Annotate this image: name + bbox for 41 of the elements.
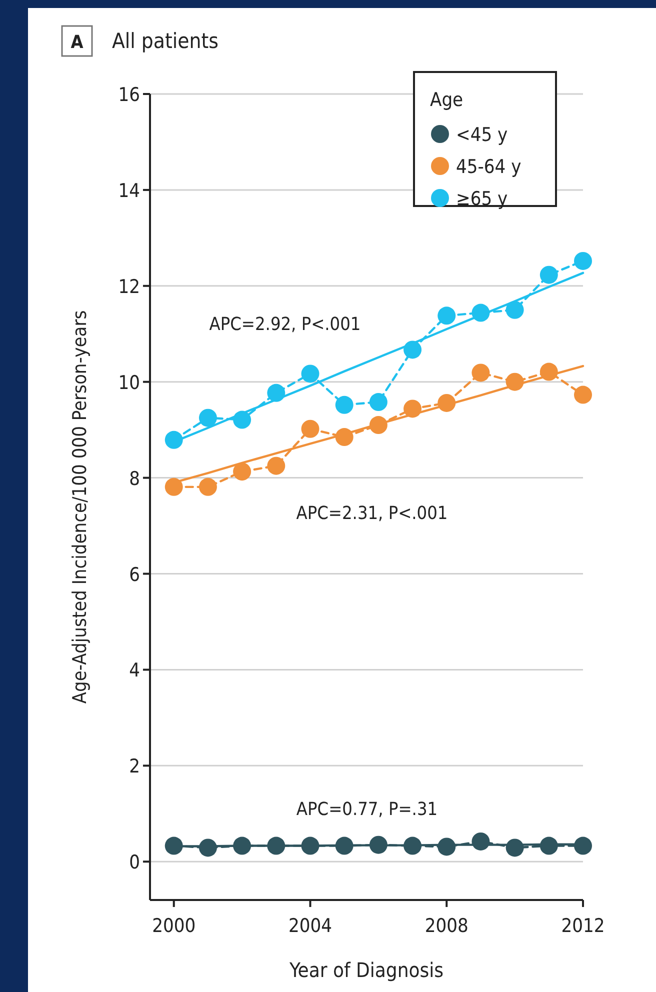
- point: [301, 420, 320, 438]
- y-tick-label: 8: [129, 468, 140, 490]
- annotation: APC=2.92, P<.001: [209, 314, 361, 335]
- point: [164, 836, 183, 855]
- x-tick-label: 2000: [152, 915, 196, 937]
- point: [301, 364, 320, 383]
- point: [540, 266, 558, 284]
- legend-title: Age: [430, 89, 464, 111]
- y-tick-label: 4: [129, 660, 140, 682]
- point: [438, 306, 456, 325]
- x-tick-label: 2004: [288, 915, 332, 937]
- y-tick-label: 2: [129, 756, 140, 778]
- annotation: APC=0.77, P=.31: [296, 799, 438, 820]
- point: [574, 836, 592, 855]
- y-tick-label: 16: [118, 84, 140, 106]
- legend-label: 45-64 y: [456, 156, 522, 178]
- point: [574, 252, 592, 270]
- y-axis-title: Age-Adjusted Incidence/100 000 Person-years: [69, 310, 91, 704]
- point: [198, 478, 217, 496]
- chart-title: All patients: [112, 29, 218, 53]
- x-tick-label: 2008: [424, 915, 468, 937]
- point: [267, 456, 286, 475]
- y-tick-label: 6: [129, 564, 140, 586]
- legend-label: <45 y: [456, 124, 508, 146]
- point: [472, 364, 490, 382]
- point: [164, 430, 183, 449]
- y-tick-label: 10: [118, 372, 140, 394]
- annotation: APC=2.31, P<.001: [296, 503, 448, 524]
- point: [198, 408, 217, 427]
- text: A: [70, 32, 84, 53]
- point: [506, 300, 524, 319]
- point: [164, 478, 183, 496]
- x-tick-label: 2012: [561, 915, 605, 937]
- y-tick-label: 12: [118, 276, 140, 298]
- point: [233, 462, 252, 481]
- point: [574, 386, 592, 404]
- x-axis-title: Year of Diagnosis: [288, 958, 444, 982]
- point: [335, 396, 354, 414]
- y-tick-label: 14: [118, 180, 140, 202]
- point: [369, 393, 388, 412]
- y-tick-label: 0: [129, 852, 140, 874]
